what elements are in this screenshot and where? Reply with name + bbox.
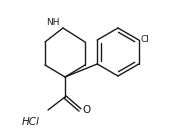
Text: HCl: HCl [22, 117, 40, 127]
Text: NH: NH [46, 18, 60, 27]
Text: Cl: Cl [140, 36, 149, 45]
Text: O: O [82, 105, 90, 115]
